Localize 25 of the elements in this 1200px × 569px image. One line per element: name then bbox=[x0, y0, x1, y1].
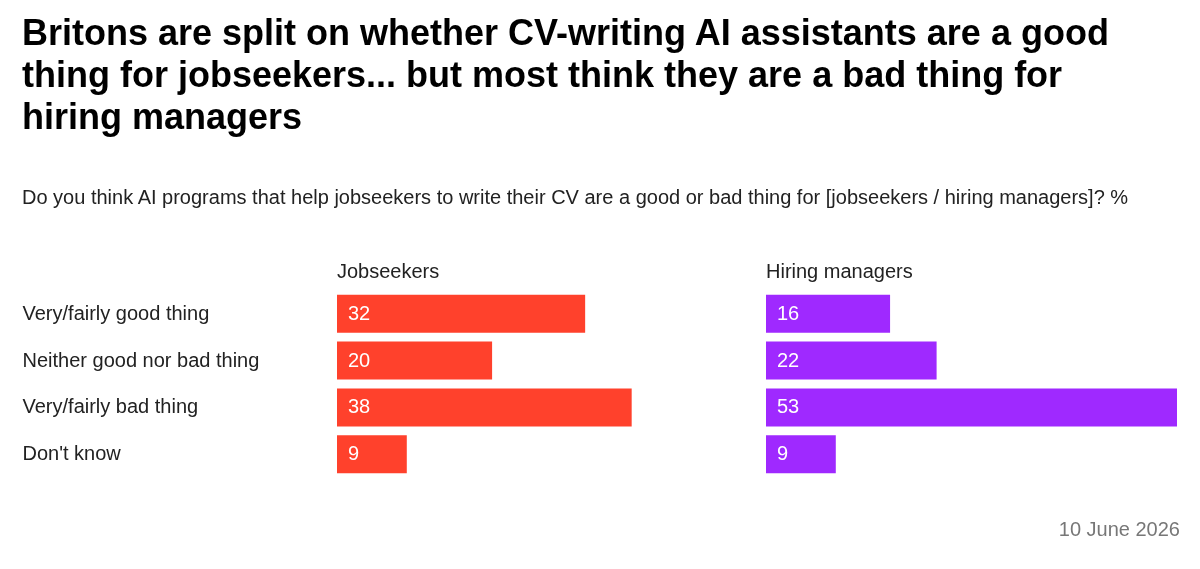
bar bbox=[766, 341, 937, 380]
data-label: 16 bbox=[777, 301, 800, 324]
bar bbox=[766, 294, 891, 333]
y-tick-label: Don't know bbox=[22, 442, 122, 465]
chart-subtitle: Do you think AI programs that help jobseekers to write their CV are a good or bad thing for [jobseekers / hiring managers]? % bbox=[22, 185, 1130, 210]
bar bbox=[766, 435, 836, 474]
bar bbox=[337, 341, 493, 380]
series-label: Hiring managers bbox=[766, 260, 913, 282]
data-label: 9 bbox=[777, 442, 789, 465]
bar bbox=[766, 388, 1177, 427]
bar bbox=[337, 294, 586, 333]
y-tick-label: Neither good nor bad thing bbox=[22, 348, 260, 371]
y-tick-label: Very/fairly good thing bbox=[22, 301, 210, 324]
chart-title: Britons are split on whether CV-writing AI assistants are a good thing for jobseekers... but most think they are a bad thing for hiring managers bbox=[22, 12, 1110, 138]
data-label: 20 bbox=[348, 348, 371, 371]
data-label: 22 bbox=[777, 348, 800, 371]
bar bbox=[337, 388, 632, 427]
bar bbox=[337, 435, 407, 474]
text: 10 June 2026 bbox=[1058, 518, 1180, 541]
series-label: Jobseekers bbox=[337, 260, 440, 282]
y-tick-label: Very/fairly bad thing bbox=[22, 395, 199, 418]
data-label: 32 bbox=[348, 301, 371, 324]
data-label: 38 bbox=[348, 395, 371, 418]
data-label: 9 bbox=[348, 442, 360, 465]
data-label: 53 bbox=[777, 395, 800, 418]
